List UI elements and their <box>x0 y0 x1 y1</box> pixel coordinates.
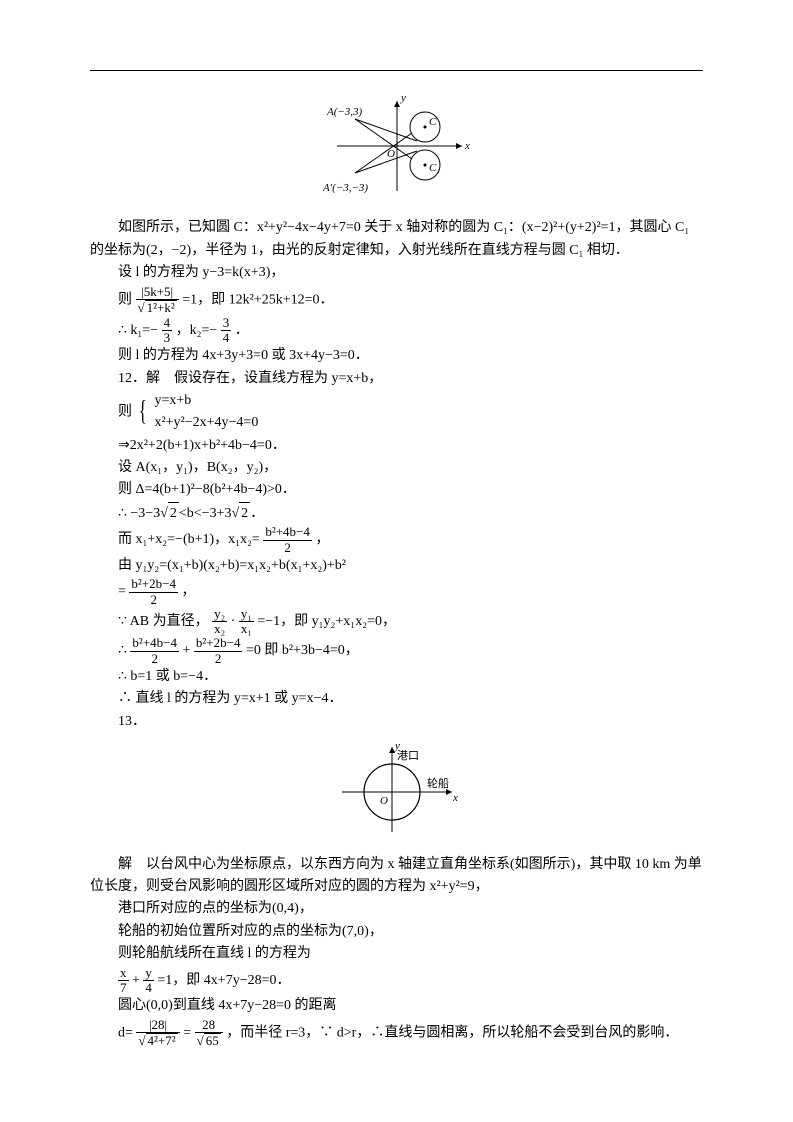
para-16: ∴ b²+4b−42 + b²+2b−42 =0 即 b²+3b−4=0， <box>90 636 703 666</box>
para-19: 13． <box>90 711 703 733</box>
fig2-label-gangkou: 港口 <box>397 749 419 762</box>
p16-mid: + <box>182 643 190 658</box>
fig1-label-Aprime: A′(−3,−3) <box>322 182 368 194</box>
p16-f2: b²+2b−42 <box>194 636 243 666</box>
p15-mid: · <box>231 614 236 629</box>
p24-mid: + <box>132 973 140 988</box>
p4-mid: ，k₂=− <box>176 323 218 338</box>
p26-pre: d= <box>118 1025 133 1040</box>
para-8: ⇒2x²+2(b+1)x+b²+4b−4=0． <box>90 435 703 457</box>
fig1-label-C1: C₁ <box>429 162 440 174</box>
p16-pre: ∴ <box>118 643 130 658</box>
para-24: x7 + y4 =1，即 4x+7y−28=0． <box>90 966 703 996</box>
p26-f1: |28| √4²+7² <box>136 1018 179 1049</box>
p12-pre: 而 x₁+x₂=−(b+1)，x₁x₂= <box>118 532 260 547</box>
para-7: 则 { y=x+b x²+y²−2x+4y−4=0 <box>90 390 703 435</box>
para-22: 轮船的初始位置所对应的点的坐标为(7,0)， <box>90 921 703 943</box>
p15-f2: y₁x₁ <box>239 607 254 637</box>
para-3: 则 |5k+5| √1²+k² =1，即 12k²+25k+12=0． <box>90 285 703 316</box>
fig1-label-x: x <box>464 140 470 152</box>
para-11: ∴ −3−3√2<b<−3+3√2． <box>90 502 703 525</box>
p26-f2-den: √65 <box>195 1033 223 1049</box>
p24-f1: x7 <box>118 966 129 996</box>
p26-f1-den: √4²+7² <box>136 1033 179 1049</box>
figure-1: A(−3,3) A′(−3,−3) y x O C C₁ <box>90 91 703 209</box>
para-23: 则轮船航线所在直线 l 的方程为 <box>90 943 703 965</box>
para-14: = b²+2b−42 ， <box>90 577 703 607</box>
fig1-label-O: O <box>387 148 395 160</box>
para-18: ∴ 直线 l 的方程为 y=x+1 或 y=x−4． <box>90 688 703 710</box>
para-25: 圆心(0,0)到直线 4x+7y−28=0 的距离 <box>90 995 703 1017</box>
para-15: ∵ AB 为直径， y₂x₂ · y₁x₁ =−1，即 y₁y₂+x₁x₂=0， <box>90 607 703 637</box>
p4-pre: ∴ k₁=− <box>118 323 158 338</box>
para-9: 设 A(x₁，y₁)，B(x₂，y₂)， <box>90 457 703 479</box>
frac-den: √1²+k² <box>136 300 179 316</box>
p12-post: ， <box>315 532 329 547</box>
p7-b1: y=x+b <box>154 390 258 412</box>
brace-icon: { <box>138 398 146 426</box>
p24-post: =1，即 4x+7y−28=0． <box>157 973 290 988</box>
p15-pre: ∵ AB 为直径， <box>118 614 209 629</box>
fig2-label-O: O <box>380 795 388 807</box>
para-26: d= |28| √4²+7² = 28 √65 ，而半径 r=3，∵ d>r，∴… <box>90 1018 703 1049</box>
rad-body: 1²+k² <box>145 300 177 315</box>
figure-1-svg: A(−3,3) A′(−3,−3) y x O C C₁ <box>317 91 477 201</box>
p26-post: ，而半径 r=3，∵ d>r，∴直线与圆相离，所以轮船不会受到台风的影响． <box>226 1025 678 1040</box>
p14-pre: = <box>118 584 126 599</box>
para-17: ∴ b=1 或 b=−4． <box>90 666 703 688</box>
p14-post: ， <box>181 584 195 599</box>
top-rule <box>90 70 703 71</box>
figure-2-svg: y 港口 轮船 x O <box>327 737 467 837</box>
para-3-eq: =1，即 12k²+25k+12=0． <box>182 292 333 307</box>
para-12: 而 x₁+x₂=−(b+1)，x₁x₂= b²+4b−42 ， <box>90 525 703 555</box>
para-6: 12．解 假设存在，设直线方程为 y=x+b， <box>90 368 703 390</box>
p26-mid: = <box>183 1025 191 1040</box>
frac-num: |5k+5| <box>136 285 179 300</box>
p26-f2: 28 √65 <box>195 1018 223 1049</box>
p4-f1: 43 <box>162 316 173 346</box>
figure-2: y 港口 轮船 x O <box>90 737 703 845</box>
p15-post: =−1，即 y₁y₂+x₁x₂=0， <box>257 614 396 629</box>
fig2-label-x: x <box>452 792 458 804</box>
para-3-frac: |5k+5| √1²+k² <box>136 285 179 316</box>
para-3-pre: 则 <box>118 292 136 307</box>
para-13: 由 y₁y₂=(x₁+b)(x₂+b)=x₁x₂+b(x₁+x₂)+b² <box>90 555 703 577</box>
p15-f1: y₂x₂ <box>212 607 227 637</box>
p24-f2: y4 <box>143 966 154 996</box>
para-4: ∴ k₁=− 43 ，k₂=− 34 ． <box>90 316 703 346</box>
p4-f2: 34 <box>221 316 232 346</box>
fig1-label-C: C <box>429 116 437 128</box>
p14-f: b²+2b−42 <box>129 577 178 607</box>
p7-pre: 则 <box>118 405 132 420</box>
para-1: 如图所示，已知圆 C：x²+y²−4x−4y+7=0 关于 x 轴对称的圆为 C… <box>90 217 703 262</box>
p7-b2: x²+y²−2x+4y−4=0 <box>154 412 258 434</box>
para-20: 解 以台风中心为坐标原点，以东西方向为 x 轴建立直角坐标系(如图所示)，其中取… <box>90 854 703 899</box>
p16-f1: b²+4b−42 <box>130 636 179 666</box>
para-5: 则 l 的方程为 4x+3y+3=0 或 3x+4y−3=0． <box>90 345 703 367</box>
fig1-label-y: y <box>400 92 406 104</box>
page: A(−3,3) A′(−3,−3) y x O C C₁ 如图所示，已知圆 C：… <box>0 0 793 1122</box>
fig2-label-lunchuan: 轮船 <box>427 776 449 790</box>
para-21: 港口所对应的点的坐标为(0,4)， <box>90 898 703 920</box>
para-2: 设 l 的方程为 y−3=k(x+3)， <box>90 262 703 284</box>
p4-end: ． <box>235 323 249 338</box>
fig1-label-A: A(−3,3) <box>326 106 363 118</box>
para-10: 则 Δ=4(b+1)²−8(b²+4b−4)>0． <box>90 479 703 501</box>
p16-post: =0 即 b²+3b−4=0， <box>246 643 359 658</box>
p12-f: b²+4b−42 <box>263 525 312 555</box>
